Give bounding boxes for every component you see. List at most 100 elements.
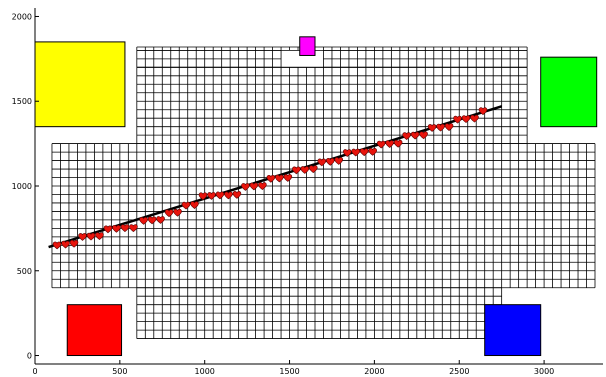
data-point [103, 225, 113, 234]
data-point-shape [393, 139, 403, 148]
data-point-shape [241, 183, 250, 191]
x-tick-label: 3000 [534, 367, 554, 376]
data-point [52, 241, 62, 250]
grid-region [136, 66, 528, 145]
data-point-shape [266, 174, 276, 183]
data-point [156, 216, 165, 224]
data-point-shape [478, 107, 488, 116]
data-point-shape [207, 192, 216, 200]
data-point [444, 123, 454, 131]
data-point [181, 201, 191, 210]
data-point [69, 239, 79, 248]
data-point [173, 208, 182, 217]
data-point [164, 209, 174, 218]
data-point-shape [190, 201, 199, 209]
data-point [120, 224, 130, 233]
data-point [359, 148, 369, 157]
data-point-shape [78, 233, 87, 241]
data-point-shape [376, 140, 386, 149]
data-point [427, 124, 437, 132]
data-point [309, 165, 318, 174]
data-point [436, 123, 445, 132]
data-point-shape [325, 158, 335, 166]
x-tick-label: 2500 [449, 367, 469, 376]
data-point-shape [292, 166, 301, 175]
data-point [317, 158, 327, 167]
data-point [376, 140, 386, 149]
data-point-shape [258, 182, 267, 190]
grid-region [136, 287, 503, 339]
data-point-shape [164, 209, 174, 218]
data-point [95, 232, 104, 240]
data-point [147, 216, 157, 225]
grid-region [323, 49, 528, 68]
data-point-shape [342, 149, 352, 157]
points-layer [52, 107, 488, 250]
data-point-shape [181, 201, 191, 210]
red-square [66, 304, 123, 357]
y-tick-label: 1000 [12, 182, 32, 191]
data-point-shape [103, 225, 113, 234]
data-point [129, 224, 138, 233]
data-point-shape [436, 123, 445, 132]
data-point-shape [385, 140, 394, 148]
data-point-shape [52, 241, 62, 250]
data-point-shape [112, 224, 121, 233]
blue-square [484, 304, 542, 357]
data-point [275, 174, 284, 183]
data-point-shape [249, 182, 259, 191]
data-point [461, 115, 471, 124]
y-tick-label: 500 [17, 267, 32, 276]
grid-layer [51, 46, 596, 339]
data-point-shape [283, 174, 293, 182]
data-point [190, 201, 199, 209]
data-point-shape [120, 224, 130, 233]
data-point [351, 148, 361, 157]
y-tick-label: 1500 [12, 97, 32, 106]
grid-region [51, 143, 596, 289]
marker-layer [34, 36, 598, 357]
data-point [249, 182, 259, 191]
data-point-shape [470, 114, 479, 123]
data-point [241, 183, 250, 191]
data-point [78, 233, 87, 241]
y-tick-label: 0 [27, 352, 32, 361]
data-point [393, 139, 403, 148]
data-point-shape [86, 232, 96, 241]
data-point-shape [419, 131, 428, 140]
data-point [61, 240, 70, 249]
data-point-shape [275, 174, 284, 183]
data-point [283, 174, 293, 182]
data-point [325, 158, 335, 166]
data-point-shape [69, 239, 79, 248]
data-point [334, 157, 344, 165]
axes: 0 500 1000 1500 2000 2500 3000 0 500 1000 1500 2000 [12, 8, 603, 376]
data-point-shape [444, 123, 454, 131]
data-point [368, 148, 377, 156]
data-point-shape [351, 148, 361, 157]
data-point-shape [198, 192, 208, 201]
x-tick-label: 0 [32, 367, 37, 376]
data-point-shape [224, 191, 233, 200]
yellow-square [34, 41, 126, 128]
data-point [198, 192, 208, 201]
x-tick-label: 2000 [364, 367, 384, 376]
data-point [453, 115, 462, 124]
data-point-shape [317, 158, 327, 167]
data-point-shape [173, 208, 182, 217]
data-point-shape [61, 240, 70, 249]
data-point [385, 140, 394, 148]
data-point [300, 166, 310, 174]
y-tick-label: 2000 [12, 12, 32, 21]
data-point [258, 182, 267, 190]
data-point [470, 114, 479, 123]
x-tick-label: 1000 [195, 367, 215, 376]
data-point [419, 131, 428, 140]
data-point [215, 191, 225, 200]
x-tick-label: 1500 [279, 367, 299, 376]
data-point-shape [402, 132, 411, 140]
data-point-shape [147, 216, 157, 225]
data-point [86, 232, 96, 241]
data-point [207, 192, 216, 200]
x-tick-label: 500 [112, 367, 127, 376]
